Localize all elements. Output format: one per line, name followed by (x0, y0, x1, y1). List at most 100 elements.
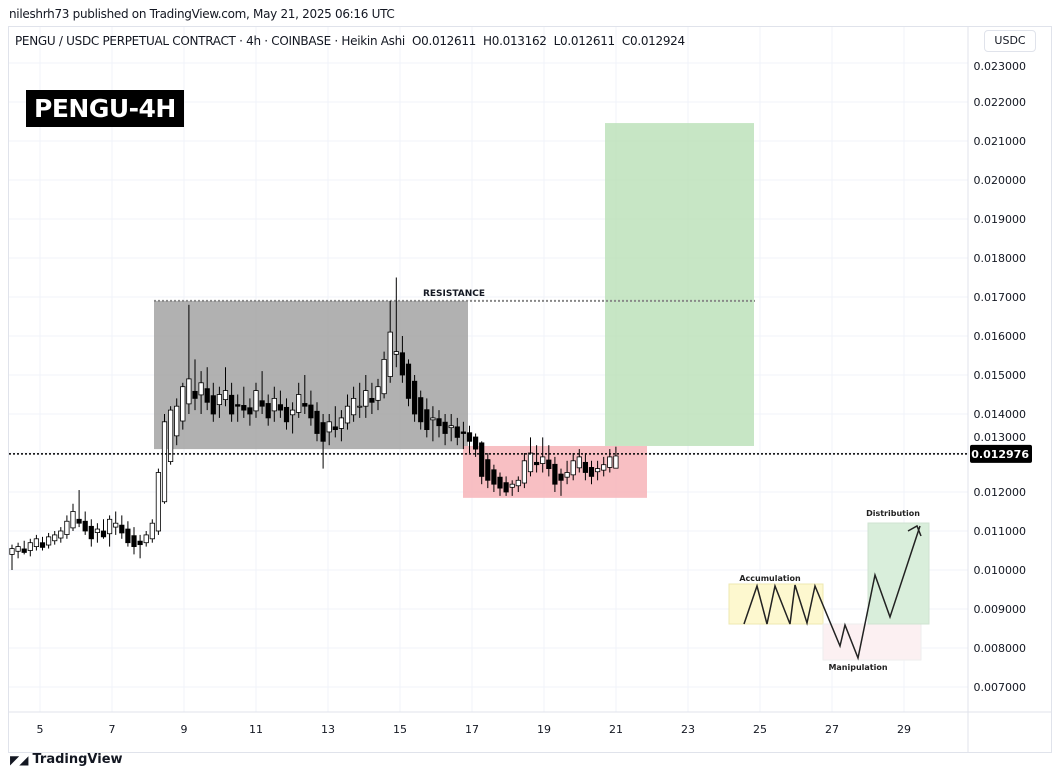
published-info: nileshrh73 published on TradingView.com,… (9, 7, 395, 21)
accumulation-box (728, 583, 824, 625)
x-tick-label: 11 (249, 723, 263, 736)
candle-body (58, 530, 64, 539)
candle-body (515, 479, 521, 487)
candle-body (375, 386, 381, 401)
x-tick-label: 21 (609, 723, 623, 736)
symbol-info: PENGU / USDC PERPETUAL CONTRACT · 4h · C… (15, 34, 405, 48)
chart-frame[interactable] (8, 26, 1052, 753)
candle-body (509, 483, 515, 488)
x-tick-label: 9 (181, 723, 188, 736)
candle-body (564, 472, 570, 478)
distribution-box (867, 522, 930, 625)
zones: RESISTANCE (154, 123, 755, 498)
y-tick-label: 0.018000 (974, 252, 1027, 265)
candle-body (222, 390, 229, 400)
last-price-box (970, 444, 1032, 463)
candle-body (607, 456, 613, 468)
candle-body (601, 464, 607, 471)
y-tick-label: 0.010000 (974, 564, 1027, 577)
tradingview-logo-icon: ◤◢ (10, 752, 29, 767)
candle-body (289, 409, 296, 416)
candle-body (125, 528, 131, 544)
x-tick-label: 5 (37, 723, 44, 736)
candle-body (94, 528, 100, 533)
y-tick-label: 0.019000 (974, 213, 1027, 226)
candle-body (436, 418, 442, 427)
candle-body (210, 395, 216, 415)
candle-body (582, 461, 589, 473)
candle-body (119, 524, 125, 534)
y-tick-label: 0.014000 (974, 408, 1027, 421)
y-tick-label: 0.022000 (974, 96, 1027, 109)
candle-body (521, 460, 528, 484)
candle-body (131, 535, 137, 547)
candle-body (186, 378, 192, 405)
candle-body (216, 394, 222, 406)
candle-body (247, 407, 253, 415)
y-tick-label: 0.023000 (974, 60, 1027, 73)
candle-body (466, 432, 473, 442)
candle-body (64, 520, 70, 535)
amd-path (743, 525, 921, 661)
candle-body (76, 518, 82, 524)
candle-body (613, 455, 619, 469)
candle-body (491, 469, 497, 485)
x-tick-label: 17 (465, 723, 479, 736)
candle-body (540, 456, 546, 464)
candle-body (399, 352, 406, 376)
candle-body (527, 452, 534, 473)
candle-body (174, 405, 180, 437)
currency-button[interactable]: USDC (984, 30, 1036, 52)
candle-body (167, 409, 174, 462)
tradingview-logo[interactable]: ◤◢ TradingView (10, 752, 123, 767)
candle-body (350, 397, 357, 416)
x-tick-label: 7 (109, 723, 116, 736)
candle-body (88, 525, 94, 540)
candle-body (576, 456, 582, 469)
candle-body (485, 459, 491, 481)
x-tick-label: 19 (537, 723, 551, 736)
y-tick-label: 0.012000 (974, 486, 1027, 499)
candle-body (33, 538, 40, 547)
candle-body (155, 472, 161, 532)
x-tick-label: 25 (753, 723, 767, 736)
candle-body (344, 405, 351, 424)
candle-body (204, 388, 210, 403)
candle-body (46, 536, 52, 546)
candle-body (326, 421, 332, 433)
y-tick-label: 0.021000 (974, 135, 1027, 148)
y-tick-label: 0.009000 (974, 603, 1027, 616)
candle-body (39, 542, 46, 548)
candle-body (338, 417, 345, 429)
candle-body (149, 522, 155, 540)
candle-body (503, 482, 509, 493)
candle-body (143, 534, 149, 544)
candle-body (393, 351, 399, 355)
y-tick-label: 0.017000 (974, 291, 1027, 304)
y-tick-label: 0.016000 (974, 330, 1027, 343)
x-tick-label: 29 (897, 723, 911, 736)
candle-body (460, 431, 467, 434)
candle-body (552, 463, 558, 485)
candle-body (52, 534, 58, 542)
candle-body (283, 406, 290, 423)
accumulation-label: Accumulation (739, 574, 801, 583)
y-tick-label: 0.020000 (974, 174, 1027, 187)
candle-body (137, 540, 143, 546)
candle-body (424, 409, 430, 430)
candle-body (161, 421, 168, 503)
candle-body (369, 397, 375, 403)
y-tick-label: 0.011000 (974, 525, 1027, 538)
candle-body (70, 511, 76, 529)
x-tick-label: 15 (393, 723, 407, 736)
candle-body (113, 522, 119, 528)
distribution-label: Distribution (866, 509, 920, 518)
ohlc-values: O0.012611 H0.013162 L0.012611 C0.012924 (412, 34, 685, 48)
candle-body (418, 397, 424, 423)
candle-body (107, 518, 113, 535)
candle-body (21, 548, 27, 553)
candle-body (228, 394, 235, 415)
last-price-label: 0.012976 (971, 448, 1029, 461)
resistance-label: RESISTANCE (423, 289, 485, 299)
